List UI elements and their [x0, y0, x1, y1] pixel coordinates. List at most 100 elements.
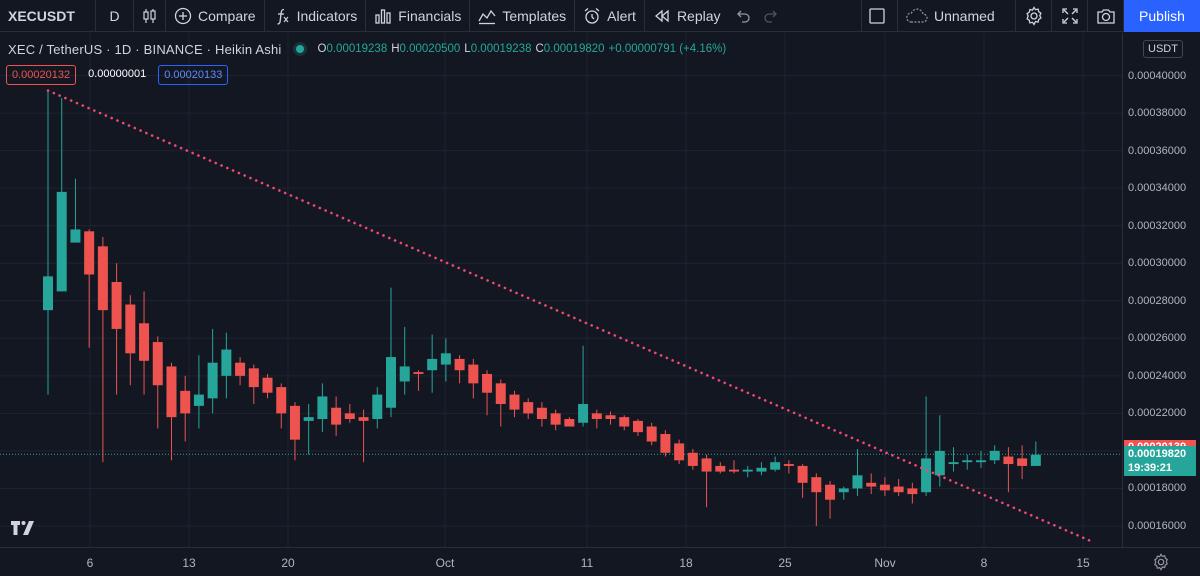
symbol-title[interactable]: XEC / TetherUS · 1D · BINANCE · Heikin A… — [8, 41, 282, 57]
candle-body — [962, 460, 973, 463]
select-layout-button[interactable] — [862, 0, 898, 32]
candle-body — [866, 482, 877, 487]
candle-body — [509, 394, 520, 410]
candle-body — [591, 413, 602, 420]
chart-legend: XEC / TetherUS · 1D · BINANCE · Heikin A… — [8, 40, 726, 58]
tradingview-logo[interactable] — [10, 519, 36, 537]
candles-icon — [142, 8, 156, 23]
market-status-dot[interactable] — [295, 45, 304, 53]
time-tick-label: 25 — [778, 556, 792, 570]
gear-icon — [1025, 5, 1042, 26]
candle-body — [482, 373, 493, 393]
candle-body — [523, 402, 534, 414]
spread-value: 0.00000001 — [88, 68, 147, 80]
settings-button[interactable] — [1016, 0, 1052, 32]
chart-type-button[interactable] — [134, 0, 166, 32]
candle-body — [948, 462, 959, 465]
candle-body — [111, 281, 122, 329]
time-tick-label: 11 — [580, 556, 594, 570]
time-tick-label: Oct — [435, 556, 455, 570]
snapshot-button[interactable] — [1088, 0, 1124, 32]
candle-body — [934, 450, 945, 476]
candle-body — [221, 349, 232, 376]
buy-price-button[interactable]: 0.00020133 — [158, 65, 229, 85]
compare-label: Compare — [198, 7, 256, 24]
low-value: L0.00019238 — [464, 43, 532, 55]
fullscreen-button[interactable] — [1052, 0, 1088, 32]
candle-body — [84, 231, 95, 275]
candle-body — [166, 366, 177, 418]
financials-label: Financials — [398, 7, 462, 24]
price-tick-label: 0.00024000 — [1128, 369, 1187, 382]
templates-label: Templates — [502, 7, 567, 24]
candle-body — [715, 465, 726, 472]
candle-body — [893, 486, 904, 493]
candle-body — [770, 462, 781, 470]
candle-body — [468, 364, 479, 384]
candle-body — [248, 368, 259, 388]
toolbar-spacer — [785, 0, 862, 32]
candle-body — [975, 460, 986, 463]
candle-body — [276, 387, 287, 414]
candle-body — [578, 403, 589, 423]
time-tick-label: 15 — [1076, 556, 1090, 570]
redo-button[interactable] — [757, 0, 785, 32]
time-tick-label: Nov — [874, 556, 896, 570]
replay-label: Replay — [676, 7, 721, 24]
price-tick-label: 0.00038000 — [1128, 107, 1187, 120]
alert-button[interactable]: Alert — [575, 0, 645, 32]
candle-body — [193, 394, 204, 406]
candle-body — [372, 394, 383, 420]
candle-body — [907, 488, 918, 495]
candle-body — [56, 191, 67, 292]
candle-body — [70, 229, 81, 243]
candle-body — [303, 417, 314, 421]
candle-body — [550, 413, 561, 425]
price-tick-label: 0.00018000 — [1128, 482, 1187, 495]
currency-badge[interactable]: USDT — [1143, 40, 1183, 58]
time-tick-label: 20 — [281, 556, 295, 570]
rewind-icon — [654, 9, 669, 22]
bar-countdown: 19:39:21 — [1128, 462, 1173, 475]
candle-body — [399, 366, 410, 382]
candle-body — [536, 407, 547, 420]
compare-button[interactable]: Compare — [166, 0, 265, 32]
top-toolbar: XECUSDT D Compare Indicators Financials … — [0, 0, 1200, 32]
price-tick-label: 0.00026000 — [1128, 332, 1187, 345]
sell-price-button[interactable]: 0.00020132 — [6, 65, 77, 85]
price-chart[interactable] — [0, 33, 1122, 547]
candle-body — [495, 383, 506, 404]
financials-button[interactable]: Financials — [366, 0, 471, 32]
candle-body — [386, 357, 396, 408]
candle-body — [1003, 456, 1014, 465]
indicators-button[interactable]: Indicators — [265, 0, 367, 32]
candle-body — [262, 377, 273, 393]
candle-body — [235, 362, 246, 376]
candle-body — [1017, 458, 1028, 466]
square-icon — [868, 7, 885, 24]
undo-button[interactable] — [729, 0, 757, 32]
layout-name-button[interactable]: Unnamed — [898, 0, 1016, 32]
candle-body — [632, 420, 643, 433]
time-axis[interactable]: 6 13 20 Oct 11 18 25 Nov 8 15 — [0, 547, 1200, 576]
publish-button[interactable]: Publish — [1124, 0, 1200, 32]
candle-body — [852, 475, 863, 489]
candle-body — [427, 358, 438, 371]
templates-button[interactable]: Templates — [470, 0, 576, 32]
candle-body — [989, 450, 1000, 461]
indicators-label: Indicators — [296, 7, 358, 24]
candle-body — [180, 390, 191, 414]
plus-circle-icon — [174, 7, 192, 24]
candle-body — [440, 353, 451, 365]
symbol-search-button[interactable]: XECUSDT — [0, 0, 96, 32]
replay-button[interactable]: Replay — [645, 0, 729, 32]
axis-settings-gear-icon[interactable] — [1152, 553, 1170, 571]
candle-body — [701, 458, 712, 472]
change-value: +0.00000791 (+4.16%) — [608, 43, 727, 55]
open-value: O0.00019238 — [317, 43, 388, 55]
candle-body — [1030, 454, 1041, 466]
interval-button[interactable]: D — [96, 0, 134, 32]
price-axis[interactable] — [1122, 33, 1200, 547]
dotted-trendline — [46, 89, 1093, 543]
candle-body — [564, 419, 575, 427]
